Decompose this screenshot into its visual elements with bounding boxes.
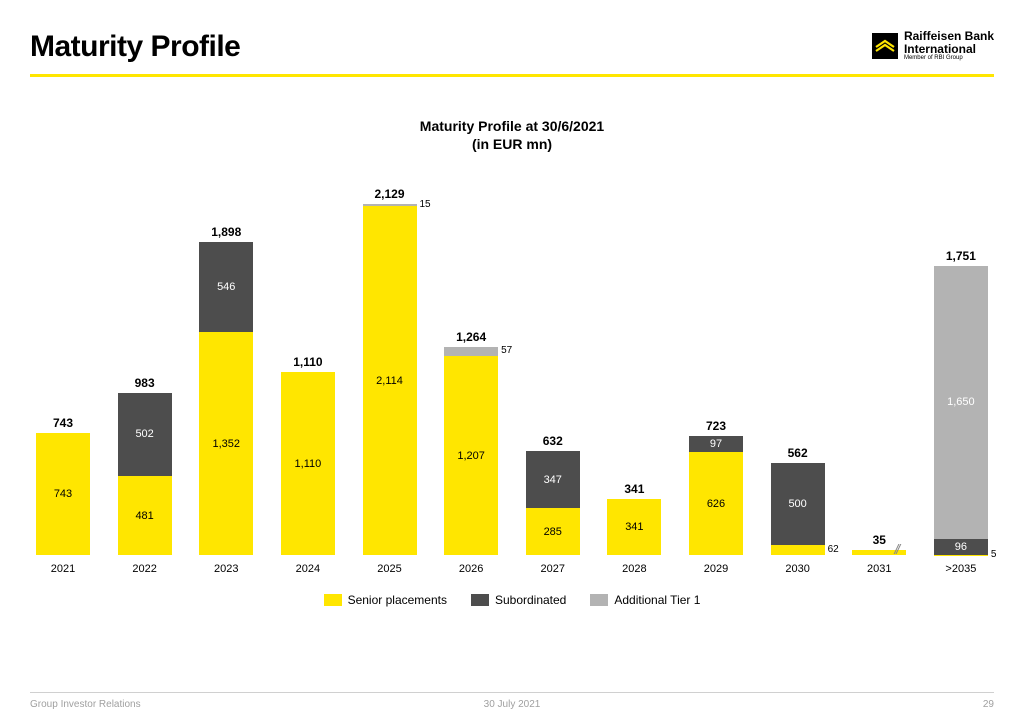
brand-logo: Raiffeisen Bank International Member of … xyxy=(872,30,994,61)
bar-segment-yellow: 743 xyxy=(36,433,90,556)
logo-text: Raiffeisen Bank International Member of … xyxy=(904,30,994,61)
x-axis-label: 2028 xyxy=(603,563,665,575)
bar-group: 1,110 1,110 xyxy=(277,355,339,555)
bar-segment-grey: 57 xyxy=(444,347,498,356)
bar-stack: 2,11415 xyxy=(363,204,417,556)
footer-left: Group Investor Relations xyxy=(30,699,141,710)
bar-segment-dark: 97 xyxy=(689,436,743,452)
x-axis-label: 2026 xyxy=(440,563,502,575)
bar-segment-yellow: 2,114 xyxy=(363,206,417,555)
swatch-at1 xyxy=(590,594,608,606)
x-axis-label: 2024 xyxy=(277,563,339,575)
bar-segment-yellow: 62 xyxy=(771,545,825,555)
bar-group: 723 62697 xyxy=(685,419,747,555)
swatch-subordinated xyxy=(471,594,489,606)
logo-icon xyxy=(872,33,898,59)
bar-total-label: 1,110 xyxy=(293,355,322,369)
bar-total-label: 983 xyxy=(135,376,155,390)
brand-line2: International xyxy=(904,43,994,56)
chart-title-line1: Maturity Profile at 30/6/2021 xyxy=(30,117,994,135)
bar-stack: 1,20757 xyxy=(444,347,498,556)
legend-label-senior: Senior placements xyxy=(348,593,447,607)
bar-stack: 285347 xyxy=(526,451,580,555)
bar-group: 1,264 1,20757 xyxy=(440,330,502,556)
bar-segment-dark: 502 xyxy=(118,393,172,476)
chart-title: Maturity Profile at 30/6/2021 (in EUR mn… xyxy=(30,117,994,153)
x-axis-label: 2025 xyxy=(359,563,421,575)
bar-stack: 481502 xyxy=(118,393,172,555)
axis-break-icon: // xyxy=(894,541,898,557)
bar-segment-dark: 347 xyxy=(526,451,580,508)
bar-total-label: 2,129 xyxy=(374,187,404,201)
legend-at1: Additional Tier 1 xyxy=(590,593,700,607)
x-axis-label: 2031 xyxy=(848,563,910,575)
legend-label-subordinated: Subordinated xyxy=(495,593,566,607)
slide-header: Maturity Profile Raiffeisen Bank Interna… xyxy=(30,30,994,64)
bar-group: 35 xyxy=(848,533,910,556)
bar-group: 1,751 5961,650 xyxy=(930,249,992,555)
bar-stack: 341 xyxy=(607,499,661,555)
bar-segment-yellow: 285 xyxy=(526,508,580,555)
bar-segment-dark: 546 xyxy=(199,242,253,332)
brand-sub: Member of RBI Group xyxy=(904,55,994,61)
bar-group: 341341 xyxy=(603,482,665,555)
swatch-senior xyxy=(324,594,342,606)
bar-segment-yellow: 1,352 xyxy=(199,332,253,555)
page-number: 29 xyxy=(983,699,994,710)
bar-total-label: 632 xyxy=(543,434,563,448)
bar-stack: 62697 xyxy=(689,436,743,555)
bar-total-label: 562 xyxy=(788,446,808,460)
bar-segment-yellow: 1,207 xyxy=(444,356,498,555)
chart-title-line2: (in EUR mn) xyxy=(30,135,994,153)
bar-segment-grey: 15 xyxy=(363,204,417,206)
brand-line1: Raiffeisen Bank xyxy=(904,30,994,43)
legend-senior: Senior placements xyxy=(324,593,447,607)
slide: Maturity Profile Raiffeisen Bank Interna… xyxy=(0,0,1024,724)
x-axis-label: 2022 xyxy=(114,563,176,575)
x-axis-label: 2023 xyxy=(195,563,257,575)
bar-group: 632 285347 xyxy=(522,434,584,555)
legend-label-at1: Additional Tier 1 xyxy=(614,593,700,607)
bar-total-label: 723 xyxy=(706,419,726,433)
bar-total-label: 35 xyxy=(873,533,886,547)
x-axis-label: 2021 xyxy=(32,563,94,575)
page-title: Maturity Profile xyxy=(30,30,240,64)
slide-footer: Group Investor Relations 30 July 2021 29 xyxy=(30,692,994,710)
bar-segment-yellow: 481 xyxy=(118,476,172,555)
bar-total-label: 1,264 xyxy=(456,330,486,344)
bar-group: 2,129 2,11415 xyxy=(359,187,421,556)
bar-group: 743743 xyxy=(32,416,94,556)
bar-stack: 743 xyxy=(36,433,90,556)
bar-stack: 1,110 xyxy=(281,372,335,555)
bar-total-label: 1,898 xyxy=(211,225,241,239)
bar-stack: 62500 xyxy=(771,463,825,556)
header-rule xyxy=(30,74,994,77)
maturity-chart: 7437439834815021,8981,3525461,1101,1102,… xyxy=(32,165,992,575)
bar-segment-grey: 1,650 xyxy=(934,266,988,539)
bar-segment-yellow: 626 xyxy=(689,452,743,555)
bar-group: 562 62500 xyxy=(767,446,829,556)
bar-segment-yellow: 341 xyxy=(607,499,661,555)
bar-total-label: 743 xyxy=(53,416,73,430)
x-axis-label: >2035 xyxy=(930,563,992,575)
footer-date: 30 July 2021 xyxy=(484,699,541,710)
x-axis-label: 2027 xyxy=(522,563,584,575)
chart-legend: Senior placements Subordinated Additiona… xyxy=(30,593,994,607)
bar-segment-yellow: 5 xyxy=(934,555,988,556)
bar-total-label: 341 xyxy=(624,482,644,496)
x-axis-label: 2029 xyxy=(685,563,747,575)
bar-segment-dark: 96 xyxy=(934,539,988,555)
bar-segment-yellow: 1,110 xyxy=(281,372,335,555)
x-axis-label: 2030 xyxy=(767,563,829,575)
bar-total-label: 1,751 xyxy=(946,249,976,263)
bar-group: 1,898 1,352546 xyxy=(195,225,257,556)
bar-segment-dark: 500 xyxy=(771,463,825,546)
bar-group: 983 481502 xyxy=(114,376,176,555)
legend-subordinated: Subordinated xyxy=(471,593,566,607)
bar-stack: 5961,650 xyxy=(934,266,988,555)
bar-stack: 1,352546 xyxy=(199,242,253,556)
